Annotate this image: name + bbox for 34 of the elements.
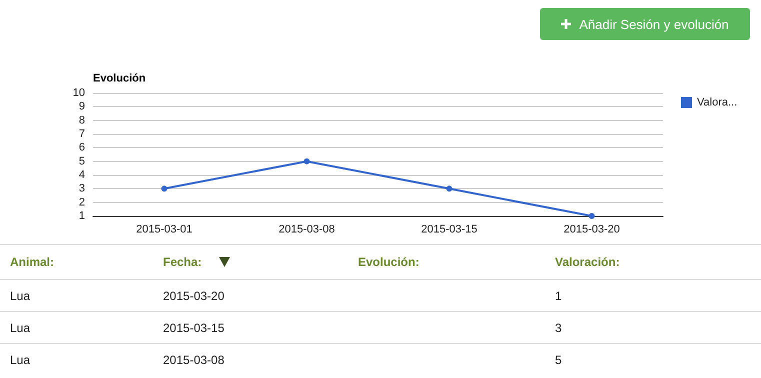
y-tick-label: 10 — [72, 87, 85, 99]
y-tick-label: 1 — [78, 210, 85, 222]
text: Lua — [10, 321, 30, 335]
point — [161, 186, 168, 192]
text: Lua — [10, 353, 30, 367]
y-tick-label: 7 — [78, 128, 85, 140]
y-tick-label: 2 — [78, 196, 85, 208]
x-tick-label: 2015-03-01 — [136, 224, 192, 236]
text: 2015-03-15 — [163, 321, 224, 335]
x-tick-label: 2015-03-20 — [564, 224, 620, 236]
text: Fecha: — [163, 255, 202, 269]
point — [304, 158, 310, 164]
y-tick-label: 3 — [78, 182, 85, 195]
text: 2015-03-08 — [163, 353, 224, 367]
text: Valoración: — [555, 255, 620, 269]
y-tick-label: 4 — [78, 169, 85, 181]
x-tick-label: 2015-03-08 — [278, 224, 335, 236]
text: Añadir Sesión y evolución — [579, 16, 729, 32]
y-tick-label: 5 — [78, 155, 85, 168]
text: 5 — [555, 353, 562, 367]
text: 1 — [555, 289, 562, 303]
legend-label: Valora... — [697, 96, 738, 108]
text: Lua — [10, 289, 30, 303]
y-tick-label: 9 — [78, 100, 85, 113]
point — [588, 213, 595, 219]
text: 2015-03-20 — [163, 289, 224, 303]
y-tick-label: 6 — [78, 142, 85, 154]
text: 3 — [555, 321, 562, 335]
text: Evolución: — [358, 255, 420, 269]
chart-title: Evolución — [93, 72, 146, 84]
x-tick-label: 2015-03-15 — [421, 224, 478, 236]
point — [446, 186, 452, 192]
text: Animal: — [10, 255, 54, 269]
y-tick-label: 8 — [78, 114, 85, 126]
